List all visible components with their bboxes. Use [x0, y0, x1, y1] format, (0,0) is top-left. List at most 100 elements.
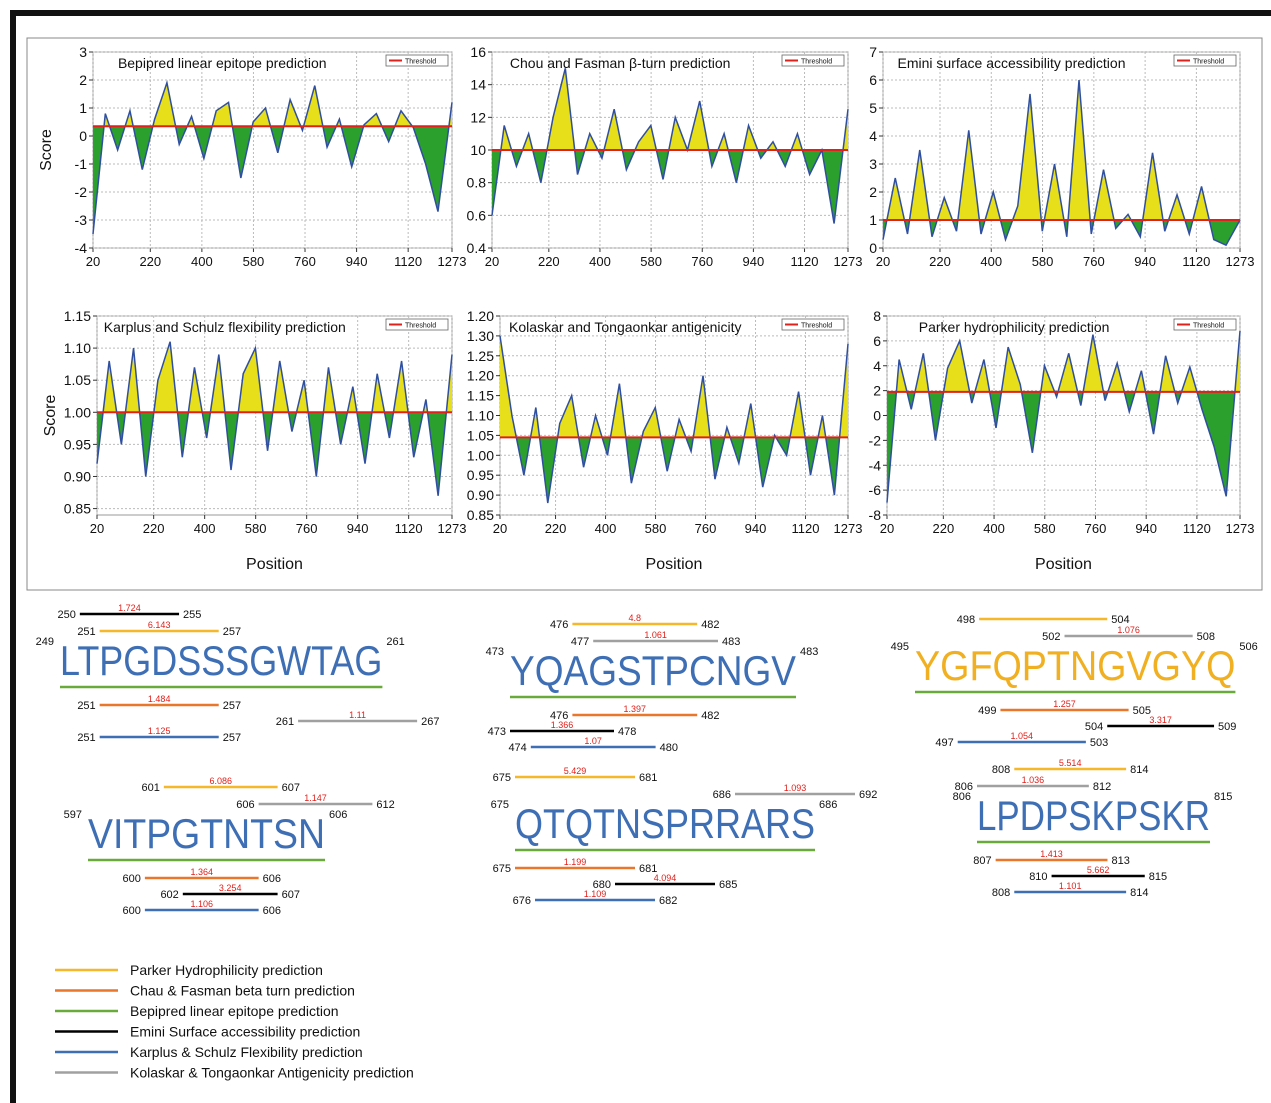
bar-end: 482	[701, 710, 719, 722]
bar-score: 1.366	[551, 720, 574, 730]
x-tick-label: 1273	[438, 254, 467, 269]
chart-title: Bepipred linear epitope prediction	[118, 55, 327, 71]
bar-start: 251	[77, 626, 95, 638]
legend-box	[781, 54, 845, 67]
x-tick-label: 20	[876, 254, 890, 269]
bar-end: 257	[223, 700, 241, 712]
y-tick-label: 1	[79, 100, 87, 116]
bar-start: 477	[571, 636, 589, 648]
frame-left	[10, 10, 16, 1103]
bar-end: 257	[223, 732, 241, 744]
y-tick-label: -3	[75, 212, 88, 228]
x-tick-label: 220	[929, 254, 951, 269]
y-tick-label: 0.95	[64, 436, 91, 452]
bar-score: 1.257	[1053, 699, 1076, 709]
x-tick-label: 20	[86, 254, 100, 269]
frame-top	[10, 10, 1271, 16]
area-below	[97, 412, 452, 496]
legend-box	[1173, 318, 1237, 331]
bar-end: 267	[421, 716, 439, 728]
y-tick-label: -4	[75, 240, 88, 256]
x-tick-label: 1273	[438, 521, 467, 536]
legend-text: Emini Surface accessibility prediction	[130, 1024, 360, 1040]
bar-end: 814	[1130, 764, 1148, 776]
x-tick-label: 580	[645, 521, 667, 536]
y-tick-label: 1.30	[467, 328, 494, 344]
x-tick-label: 1120	[394, 254, 422, 269]
y-tick-label: 1.15	[64, 308, 91, 324]
y-tick-label: 2	[79, 72, 87, 88]
area-above	[887, 330, 1240, 392]
x-tick-label: 1273	[1226, 254, 1255, 269]
bar-end: 478	[618, 726, 636, 738]
x-tick-label: 220	[545, 521, 567, 536]
bar-end: 508	[1197, 631, 1215, 643]
area-above	[93, 82, 452, 127]
plot-area	[92, 51, 453, 249]
bar-start: 504	[1085, 721, 1103, 733]
sequence-end: 506	[1239, 641, 1257, 653]
bar-score: 1.11	[349, 710, 366, 720]
sequence-end: 606	[329, 809, 347, 821]
sequence-end: 483	[800, 646, 818, 658]
x-tick-label: 400	[595, 521, 617, 536]
bar-score: 1.413	[1040, 849, 1063, 859]
y-tick-label: 1.20	[467, 308, 494, 324]
bar-start: 675	[493, 772, 511, 784]
y-tick-label: 3	[79, 44, 87, 60]
x-tick-label: 760	[296, 521, 318, 536]
bar-end: 607	[282, 889, 300, 901]
peptide-sequence: VITPGTNTSN	[88, 810, 325, 857]
sequence-end: 261	[386, 636, 404, 648]
bar-start: 476	[550, 710, 568, 722]
peptide-sequence: YGFQPTNGVGYQ	[915, 642, 1235, 689]
y-tick-label: 4	[869, 128, 877, 144]
bar-start: 251	[77, 732, 95, 744]
x-tick-label: 940	[743, 254, 765, 269]
sequence-start: 495	[891, 641, 909, 653]
bar-score: 1.054	[1011, 731, 1034, 741]
x-tick-label: 580	[1032, 254, 1054, 269]
x-tick-label: 1120	[791, 254, 819, 269]
y-tick-label: 1.15	[467, 388, 494, 404]
bar-score: 5.514	[1059, 758, 1082, 768]
y-tick-label: 0.8	[467, 175, 487, 191]
legend-label: Threshold	[405, 323, 436, 330]
bar-end: 606	[263, 873, 281, 885]
bar-end: 685	[719, 879, 737, 891]
y-tick-label: 3	[869, 156, 877, 172]
bar-start: 808	[992, 887, 1010, 899]
legend-text: Kolaskar & Tongaonkar Antigenicity predi…	[130, 1065, 414, 1081]
y-tick-label: 1.00	[467, 447, 494, 463]
score-line	[491, 68, 849, 224]
y-tick-label: 1.00	[64, 404, 91, 420]
bar-start: 676	[513, 895, 531, 907]
bar-end: 682	[659, 895, 677, 907]
y-tick-label: 2	[873, 383, 881, 399]
sequence-start: 473	[486, 646, 504, 658]
y-tick-label: 0.6	[467, 207, 487, 223]
x-tick-label: 940	[346, 254, 368, 269]
bar-end: 692	[859, 789, 877, 801]
x-tick-label: 220	[143, 521, 165, 536]
y-tick-label: 0.85	[64, 501, 91, 517]
bar-start: 686	[713, 789, 731, 801]
y-tick-label: 0.4	[467, 240, 487, 256]
legend-text: Chau & Fasman beta turn prediction	[130, 983, 355, 999]
bar-start: 600	[123, 873, 141, 885]
bar-start: 807	[973, 855, 991, 867]
bar-end: 813	[1111, 855, 1129, 867]
y-tick-label: 10	[470, 142, 486, 158]
y-axis-label: Score	[38, 129, 55, 171]
bar-start: 502	[1042, 631, 1060, 643]
legend-label: Threshold	[405, 59, 436, 66]
x-tick-label: 20	[485, 254, 499, 269]
x-tick-label: 760	[1085, 521, 1107, 536]
bar-end: 505	[1133, 705, 1151, 717]
bar-start: 250	[57, 609, 75, 621]
bar-end: 681	[639, 772, 657, 784]
bar-score: 3.254	[219, 883, 242, 893]
y-tick-label: 1.20	[467, 368, 494, 384]
sequence-start: 675	[491, 799, 509, 811]
y-tick-label: -2	[75, 184, 88, 200]
